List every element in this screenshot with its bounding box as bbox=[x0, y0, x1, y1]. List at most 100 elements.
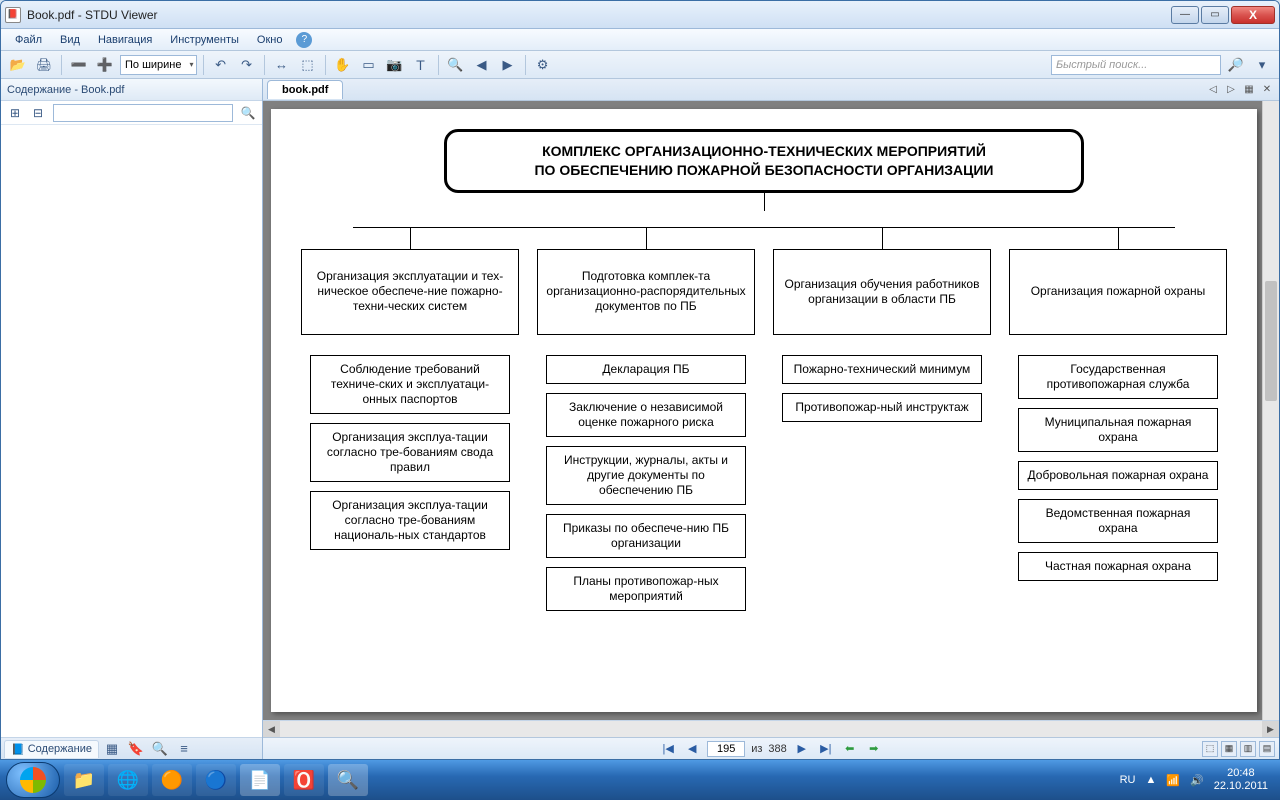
document-tabs: book.pdf ◁ ▷ ▦ ✕ bbox=[263, 79, 1279, 101]
windows-orb-icon bbox=[20, 767, 46, 793]
close-button[interactable]: X bbox=[1231, 6, 1275, 24]
diagram-sub-box: Добровольная пожарная охрана bbox=[1018, 461, 1219, 490]
main-area: Содержание - Book.pdf ⊞ ⊟ 🔍 📘Содержание … bbox=[1, 79, 1279, 759]
task-word-icon[interactable]: 📄 bbox=[240, 764, 280, 796]
status-icon-2[interactable]: ▦ bbox=[1221, 741, 1237, 757]
menu-file[interactable]: Файл bbox=[7, 32, 50, 48]
status-icon-3[interactable]: ▥ bbox=[1240, 741, 1256, 757]
status-icon-1[interactable]: ⬚ bbox=[1202, 741, 1218, 757]
tab-search-icon[interactable]: 🔍 bbox=[149, 738, 171, 760]
print-icon[interactable]: 🖨 bbox=[33, 54, 55, 76]
titlebar: 📕 Book.pdf - STDU Viewer — ▭ X bbox=[1, 1, 1279, 29]
tray-network-icon[interactable]: 📶 bbox=[1166, 774, 1180, 787]
page-number-input[interactable] bbox=[707, 741, 745, 757]
toc-tree[interactable] bbox=[1, 125, 262, 737]
tab-layers-icon[interactable]: ≡ bbox=[173, 738, 195, 760]
open-icon[interactable]: 📂 bbox=[7, 54, 29, 76]
diagram-column: Организация обучения работников организа… bbox=[773, 249, 991, 611]
app-window: 📕 Book.pdf - STDU Viewer — ▭ X Файл Вид … bbox=[0, 0, 1280, 760]
zoom-out-icon[interactable]: ➖ bbox=[68, 54, 90, 76]
rotate-right-icon[interactable]: ↷ bbox=[236, 54, 258, 76]
tray-flag-icon[interactable]: ▲ bbox=[1145, 774, 1156, 786]
tab-contents[interactable]: 📘Содержание bbox=[4, 740, 99, 758]
tray-clock[interactable]: 20:48 22.10.2011 bbox=[1214, 767, 1268, 793]
fwd-nav-icon[interactable]: ➡ bbox=[865, 740, 883, 758]
hand-tool-icon[interactable]: ✋ bbox=[332, 54, 354, 76]
next-result-icon[interactable]: ▶ bbox=[497, 54, 519, 76]
task-media-icon[interactable]: 🟠 bbox=[152, 764, 192, 796]
task-explorer-icon[interactable]: 📁 bbox=[64, 764, 104, 796]
horizontal-scrollbar[interactable]: ◀ ▶ bbox=[263, 720, 1279, 737]
prev-result-icon[interactable]: ◀ bbox=[471, 54, 493, 76]
menu-window[interactable]: Окно bbox=[249, 32, 291, 48]
vertical-scrollbar[interactable] bbox=[1262, 101, 1279, 720]
zoom-select[interactable]: По ширине bbox=[120, 55, 197, 75]
menu-help[interactable]: ? bbox=[296, 32, 312, 48]
settings-icon[interactable]: ⚙ bbox=[532, 54, 554, 76]
page-total: 388 bbox=[768, 743, 786, 755]
menu-view[interactable]: Вид bbox=[52, 32, 88, 48]
app-icon: 📕 bbox=[5, 7, 21, 23]
start-button[interactable] bbox=[6, 762, 60, 798]
document-view[interactable]: КОМПЛЕКС ОРГАНИЗАЦИОННО-ТЕХНИЧЕСКИХ МЕРО… bbox=[263, 101, 1279, 720]
tab-next-icon[interactable]: ▷ bbox=[1223, 82, 1239, 98]
tab-grid-icon[interactable]: ▦ bbox=[1241, 82, 1257, 98]
find-icon[interactable]: 🔍 bbox=[445, 54, 467, 76]
next-page-icon[interactable]: ▶ bbox=[793, 740, 811, 758]
search-go-icon[interactable]: 🔎 bbox=[1225, 54, 1247, 76]
select-tool-icon[interactable]: ▭ bbox=[358, 54, 380, 76]
task-stdu-icon[interactable]: 🔍 bbox=[328, 764, 368, 796]
menu-tools[interactable]: Инструменты bbox=[162, 32, 247, 48]
minimize-button[interactable]: — bbox=[1171, 6, 1199, 24]
sidebar: Содержание - Book.pdf ⊞ ⊟ 🔍 📘Содержание … bbox=[1, 79, 263, 759]
quick-search-input[interactable]: Быстрый поиск... bbox=[1051, 55, 1221, 75]
sidebar-toolbar: ⊞ ⊟ 🔍 bbox=[1, 101, 262, 125]
sidebar-search-input[interactable] bbox=[53, 104, 233, 122]
diagram-sub-box: Противопожар-ный инструктаж bbox=[782, 393, 983, 422]
tab-prev-icon[interactable]: ◁ bbox=[1205, 82, 1221, 98]
scroll-right-icon[interactable]: ▶ bbox=[1262, 721, 1279, 738]
menu-nav[interactable]: Навигация bbox=[90, 32, 160, 48]
system-tray: RU ▲ 📶 🔊 20:48 22.10.2011 bbox=[1120, 767, 1274, 793]
diagram-sub-box: Соблюдение требований техниче-ских и экс… bbox=[310, 355, 511, 414]
doc-tab[interactable]: book.pdf bbox=[267, 80, 343, 99]
taskbar: 📁 🌐 🟠 🔵 📄 🅾️ 🔍 RU ▲ 📶 🔊 20:48 22.10.2011 bbox=[0, 760, 1280, 800]
first-page-icon[interactable]: |◀ bbox=[659, 740, 677, 758]
sidebar-find-icon[interactable]: 🔍 bbox=[238, 103, 258, 123]
tray-sound-icon[interactable]: 🔊 bbox=[1190, 774, 1204, 787]
sidebar-tabs: 📘Содержание ▦ 🔖 🔍 ≡ bbox=[1, 737, 262, 759]
fit-width-icon[interactable]: ↔ bbox=[271, 54, 293, 76]
task-maxthon-icon[interactable]: 🔵 bbox=[196, 764, 236, 796]
tab-thumbnails-icon[interactable]: ▦ bbox=[101, 738, 123, 760]
diagram-sub-box: Ведомственная пожарная охрана bbox=[1018, 499, 1219, 543]
search-options-icon[interactable]: ▾ bbox=[1251, 54, 1273, 76]
diagram-sub-box: Организация эксплуа-тации согласно тре-б… bbox=[310, 423, 511, 482]
tab-close-icon[interactable]: ✕ bbox=[1259, 82, 1275, 98]
diagram-sub-box: Частная пожарная охрана bbox=[1018, 552, 1219, 581]
fit-page-icon[interactable]: ⬚ bbox=[297, 54, 319, 76]
text-select-icon[interactable]: Ｔ bbox=[410, 54, 432, 76]
collapse-all-icon[interactable]: ⊟ bbox=[28, 103, 48, 123]
status-icon-4[interactable]: ▤ bbox=[1259, 741, 1275, 757]
diagram-main-box: Подготовка комплек-та организационно-рас… bbox=[537, 249, 755, 335]
diagram-sub-box: Планы противопожар-ных мероприятий bbox=[546, 567, 747, 611]
tab-bookmarks-icon[interactable]: 🔖 bbox=[125, 738, 147, 760]
task-opera-icon[interactable]: 🅾️ bbox=[284, 764, 324, 796]
expand-all-icon[interactable]: ⊞ bbox=[5, 103, 25, 123]
task-ie-icon[interactable]: 🌐 bbox=[108, 764, 148, 796]
page-sep: из bbox=[751, 743, 762, 755]
diagram-sub-box: Заключение о независимой оценке пожарног… bbox=[546, 393, 747, 437]
prev-page-icon[interactable]: ◀ bbox=[683, 740, 701, 758]
snapshot-icon[interactable]: 📷 bbox=[384, 54, 406, 76]
scroll-left-icon[interactable]: ◀ bbox=[263, 721, 280, 738]
tray-lang[interactable]: RU bbox=[1120, 774, 1136, 786]
diagram-column: Подготовка комплек-та организационно-рас… bbox=[537, 249, 755, 611]
window-title: Book.pdf - STDU Viewer bbox=[27, 8, 1171, 22]
rotate-left-icon[interactable]: ↶ bbox=[210, 54, 232, 76]
maximize-button[interactable]: ▭ bbox=[1201, 6, 1229, 24]
back-nav-icon[interactable]: ⬅ bbox=[841, 740, 859, 758]
diagram-title: КОМПЛЕКС ОРГАНИЗАЦИОННО-ТЕХНИЧЕСКИХ МЕРО… bbox=[444, 129, 1084, 193]
last-page-icon[interactable]: ▶| bbox=[817, 740, 835, 758]
diagram-sub-box: Инструкции, журналы, акты и другие докум… bbox=[546, 446, 747, 505]
zoom-in-icon[interactable]: ➕ bbox=[94, 54, 116, 76]
